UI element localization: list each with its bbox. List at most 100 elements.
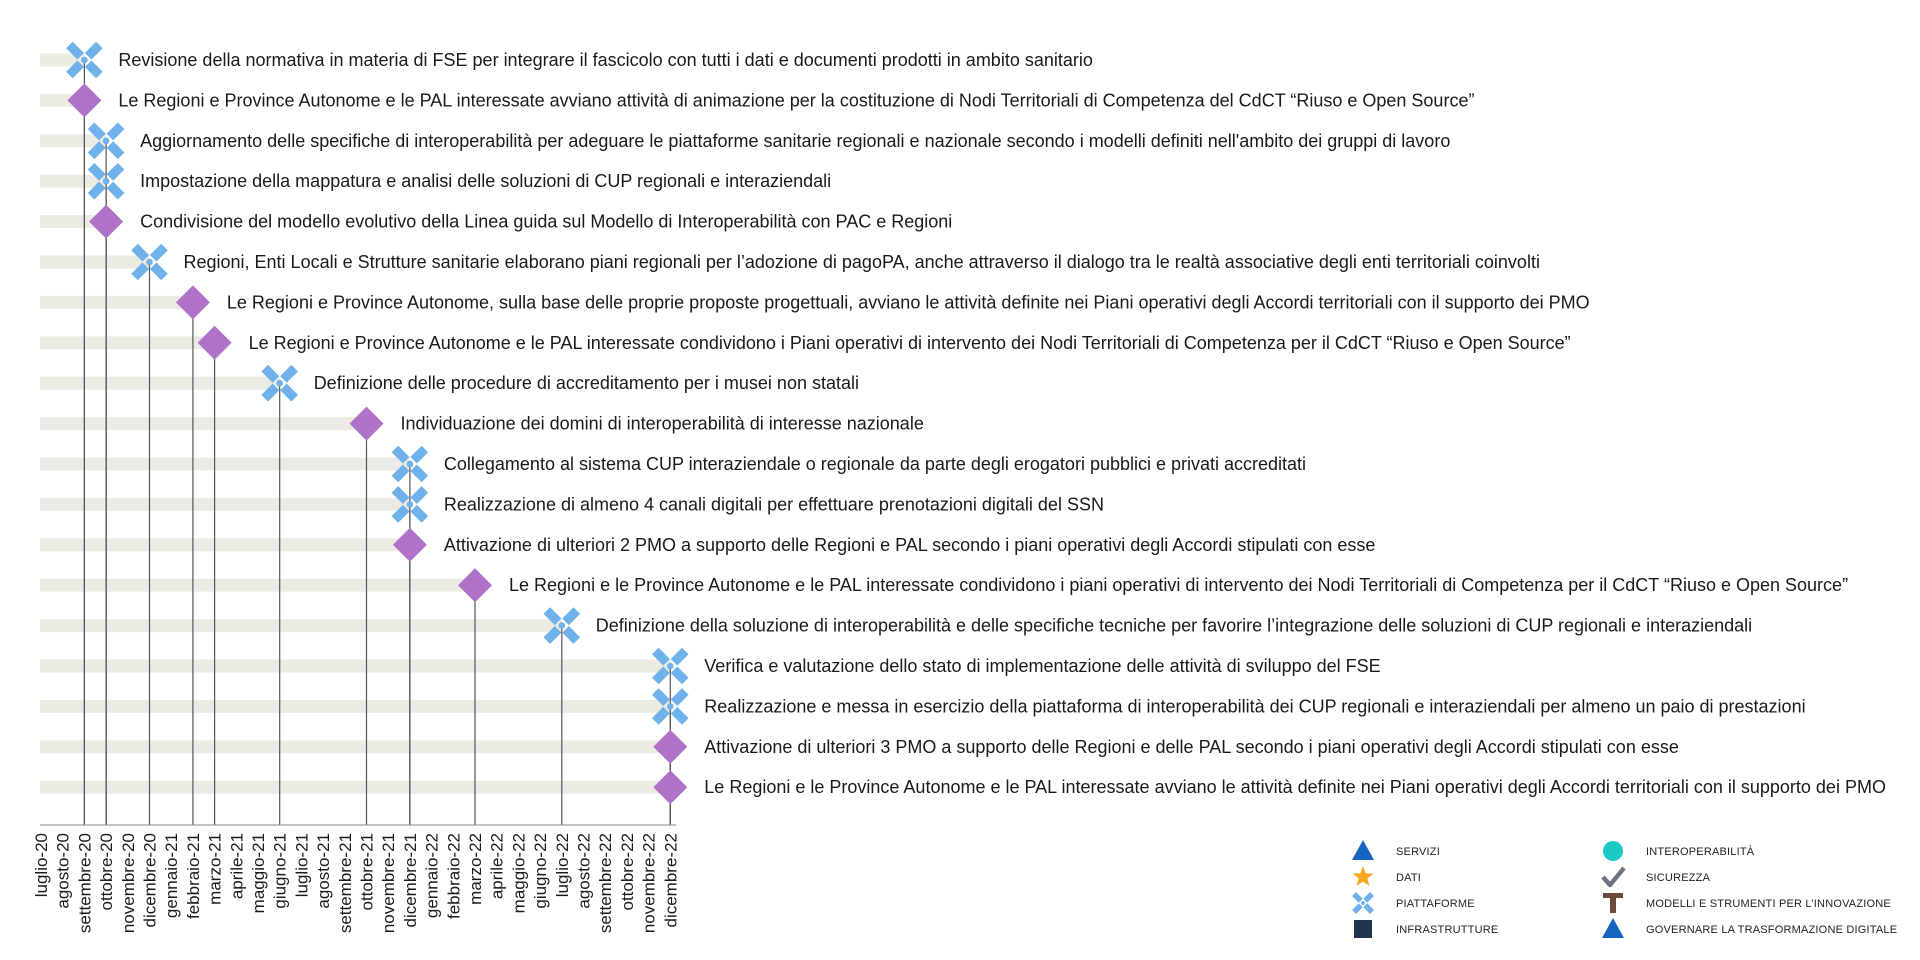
row-bar bbox=[40, 457, 410, 471]
milestone-label: Impostazione della mappatura e analisi d… bbox=[140, 171, 831, 191]
x-tick-label: agosto-22 bbox=[575, 833, 594, 909]
legend-item: MODELLI E STRUMENTI PER L’INNOVAZIONE bbox=[1603, 893, 1891, 913]
milestone-label: Verifica e valutazione dello stato di im… bbox=[704, 656, 1380, 676]
piattaforme-marker-icon bbox=[391, 445, 429, 483]
x-tick-label: ottobre-20 bbox=[97, 833, 116, 911]
milestone-stems bbox=[83, 60, 671, 825]
legend-item: INTEROPERABILITÀ bbox=[1603, 841, 1755, 861]
x-tick-label: aprile-22 bbox=[488, 833, 507, 899]
piattaforme-marker-icon bbox=[87, 162, 125, 200]
legend-label: SICUREZZA bbox=[1646, 872, 1711, 884]
milestone-label: Realizzazione e messa in esercizio della… bbox=[704, 696, 1805, 716]
governance-marker-icon bbox=[392, 527, 427, 562]
legend-item: PIATTAFORME bbox=[1352, 892, 1475, 914]
piattaforme-marker-icon bbox=[543, 607, 581, 644]
x-tick-label: dicembre-20 bbox=[141, 833, 160, 928]
cross-icon bbox=[1352, 892, 1374, 914]
milestone-label: Le Regioni e Province Autonome e le PAL … bbox=[118, 90, 1474, 110]
milestone-label: Revisione della normativa in materia di … bbox=[118, 50, 1092, 70]
row-bar bbox=[40, 336, 215, 350]
row-bar bbox=[40, 295, 193, 309]
row-bar bbox=[40, 497, 410, 511]
x-tick-label: settembre-22 bbox=[596, 833, 615, 933]
legend-item: SICUREZZA bbox=[1601, 866, 1711, 888]
x-tick-label: ottobre-22 bbox=[618, 833, 637, 911]
legend-label: INFRASTRUTTURE bbox=[1396, 924, 1498, 936]
x-axis: luglio-20 agosto-20 settembre-20 ottobre-20… bbox=[32, 824, 680, 933]
milestone-label: Collegamento al sistema CUP interazienda… bbox=[444, 454, 1306, 474]
row-bar bbox=[40, 659, 671, 673]
row-bar bbox=[40, 134, 107, 148]
governance-marker-icon bbox=[197, 325, 232, 360]
milestone-label: Condivisione del modello evolutivo della… bbox=[140, 212, 952, 232]
x-tick-label: febbraio-22 bbox=[444, 833, 463, 919]
row-bar bbox=[40, 740, 671, 754]
governance-marker-icon bbox=[89, 204, 124, 239]
x-tick-label: giugno-22 bbox=[531, 833, 550, 909]
x-tick-label: luglio-21 bbox=[292, 833, 311, 897]
star-icon bbox=[1352, 866, 1374, 886]
milestone-label: Realizzazione di almeno 4 canali digital… bbox=[444, 494, 1104, 514]
milestone-markers bbox=[66, 41, 689, 805]
legend-label: MODELLI E STRUMENTI PER L’INNOVAZIONE bbox=[1646, 898, 1891, 910]
legend-item: DATI bbox=[1352, 866, 1421, 886]
governance-marker-icon bbox=[653, 770, 688, 805]
x-tick-label: settembre-20 bbox=[75, 833, 94, 933]
x-tick-label: novembre-22 bbox=[640, 833, 659, 933]
milestone-label: Attivazione di ulteriori 2 PMO a support… bbox=[444, 535, 1376, 555]
legend-item: INFRASTRUTTURE bbox=[1354, 920, 1498, 938]
milestone-label: Attivazione di ulteriori 3 PMO a support… bbox=[704, 737, 1679, 757]
x-tick-label: novembre-21 bbox=[379, 833, 398, 933]
piattaforme-marker-icon bbox=[652, 647, 689, 685]
governance-marker-icon bbox=[175, 285, 210, 320]
milestone-label: Le Regioni e le Province Autonome e le P… bbox=[704, 777, 1886, 797]
row-bar bbox=[40, 174, 107, 188]
row-bar bbox=[40, 255, 150, 269]
legend-label: DATI bbox=[1396, 872, 1421, 884]
row-bars bbox=[40, 53, 671, 794]
row-bar bbox=[40, 376, 280, 390]
milestone-label: Le Regioni e le Province Autonome e le P… bbox=[509, 575, 1848, 595]
row-bar bbox=[40, 417, 367, 431]
x-tick-label: luglio-20 bbox=[32, 833, 51, 897]
x-tick-label: gennaio-22 bbox=[423, 833, 442, 918]
piattaforme-marker-icon bbox=[261, 364, 298, 402]
triangle-icon bbox=[1602, 918, 1624, 938]
governance-marker-icon bbox=[458, 568, 492, 603]
piattaforme-marker-icon bbox=[131, 243, 168, 281]
piattaforme-marker-icon bbox=[87, 122, 125, 160]
row-bar bbox=[40, 780, 671, 794]
x-tick-label: aprile-21 bbox=[227, 833, 246, 899]
x-tick-label: agosto-20 bbox=[54, 833, 73, 909]
governance-marker-icon bbox=[67, 83, 102, 118]
row-bar bbox=[40, 53, 85, 67]
x-tick-label: settembre-21 bbox=[336, 833, 355, 933]
row-bar bbox=[40, 699, 671, 713]
row-bar bbox=[40, 619, 562, 633]
legend-item: GOVERNARE LA TRASFORMAZIONE DIGITALE bbox=[1602, 918, 1897, 938]
milestone-label: Definizione delle procedure di accredita… bbox=[314, 373, 859, 393]
milestone-label: Definizione della soluzione di interoper… bbox=[596, 616, 1752, 636]
milestone-label: Aggiornamento delle specifiche di intero… bbox=[140, 131, 1450, 151]
x-tick-label: giugno-21 bbox=[271, 833, 290, 909]
milestone-label: Le Regioni e Province Autonome e le PAL … bbox=[249, 333, 1571, 353]
x-tick-label: marzo-22 bbox=[466, 833, 485, 905]
piattaforme-marker-icon bbox=[66, 41, 103, 79]
legend-label: INTEROPERABILITÀ bbox=[1646, 845, 1755, 858]
x-tick-label: dicembre-21 bbox=[401, 833, 420, 928]
governance-marker-icon bbox=[349, 406, 384, 441]
milestone-label: Le Regioni e Province Autonome, sulla ba… bbox=[227, 292, 1590, 312]
piattaforme-marker-icon bbox=[391, 486, 429, 523]
row-bar bbox=[40, 215, 107, 229]
milestone-labels: Revisione della normativa in materia di … bbox=[118, 50, 1886, 797]
milestone-label: Individuazione dei domini di interoperab… bbox=[401, 414, 924, 434]
legend-label: GOVERNARE LA TRASFORMAZIONE DIGITALE bbox=[1646, 924, 1897, 936]
piattaforme-marker-icon bbox=[652, 688, 689, 725]
square-icon bbox=[1354, 920, 1372, 938]
x-tick-label: novembre-20 bbox=[119, 833, 138, 933]
governance-marker-icon bbox=[653, 729, 688, 764]
x-tick-label: dicembre-22 bbox=[661, 833, 680, 928]
circle-icon bbox=[1603, 841, 1623, 861]
x-tick-label: marzo-21 bbox=[206, 833, 225, 905]
row-bar bbox=[40, 538, 410, 552]
